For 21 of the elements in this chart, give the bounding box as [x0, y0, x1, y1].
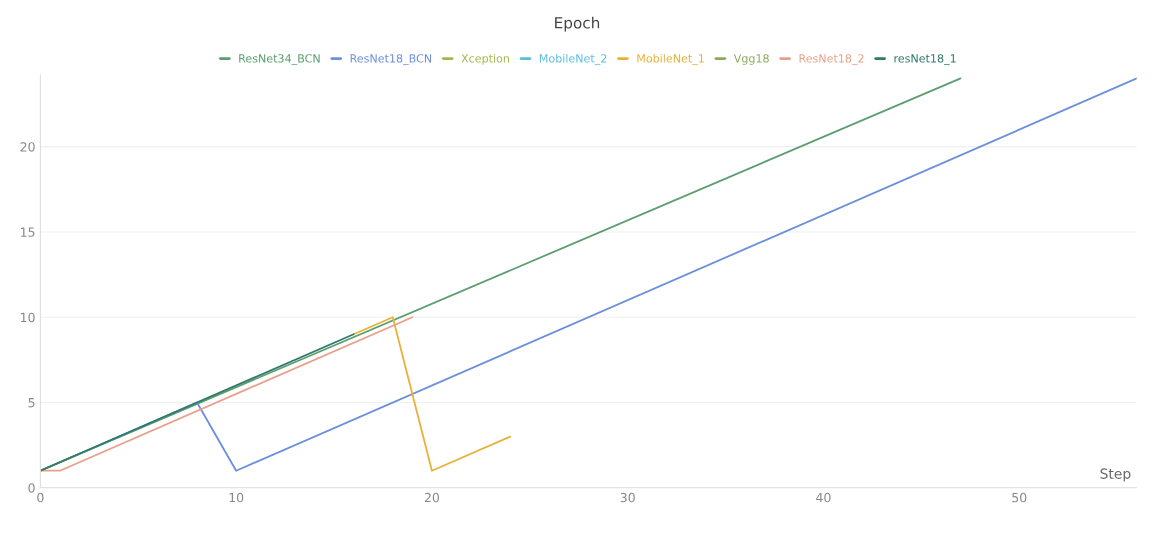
y-tick-label: 15: [21, 227, 35, 237]
y-tick-label: 0: [28, 483, 35, 493]
y-tick-label: 20: [20, 142, 35, 152]
x-tick-label: 30: [620, 492, 635, 503]
legend-label: ResNet18_2: [799, 54, 864, 66]
legend-label: MobileNet_1: [637, 53, 704, 66]
x-axis-title: Step: [1100, 468, 1131, 482]
legend-label: Vgg18: [733, 54, 769, 65]
y-tick-label: 10: [21, 312, 35, 323]
x-tick-label: 0: [37, 492, 44, 503]
x-tick-label: 40: [816, 492, 831, 503]
legend-label: ResNet18_BCN: [350, 54, 432, 66]
y-tick-label: 5: [28, 398, 35, 408]
legend-label: MobileNet_2: [539, 53, 607, 66]
x-tick-label: 10: [229, 492, 244, 503]
x-tick-label: 20: [424, 492, 440, 503]
legend-label: ResNet34_BCN: [239, 54, 320, 66]
legend-label: resNet18_1: [894, 54, 956, 66]
legend-label: Xception: [461, 53, 509, 65]
x-tick-label: 50: [1012, 492, 1027, 503]
chart-title: Epoch: [555, 16, 600, 32]
